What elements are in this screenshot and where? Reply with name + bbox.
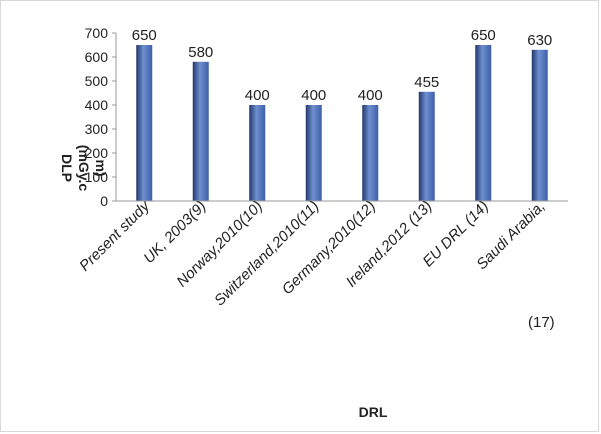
bar-value-label: 630 <box>527 32 552 49</box>
bar-value-label: 650 <box>471 27 496 44</box>
x-tick-label: Switzerland,2010(11) <box>211 198 322 309</box>
y-axis-title-line: m) <box>93 159 109 176</box>
bar <box>249 105 266 201</box>
bar <box>531 49 548 201</box>
bar-value-label: 455 <box>414 74 439 91</box>
x-tick-label: Present study <box>76 197 154 275</box>
y-axis: 0 100 200 300 400 500 600 700 <box>85 25 117 209</box>
bar-value-label: 580 <box>188 44 213 61</box>
y-axis-title: DLP (mGy.c m) <box>59 145 109 192</box>
value-labels-group: 650 580 400 400 400 455 650 630 <box>132 27 553 104</box>
bar <box>305 105 322 201</box>
y-tick-label: 400 <box>85 97 109 113</box>
y-axis-title-line: DLP <box>59 154 75 182</box>
y-tick-label: 700 <box>85 25 109 41</box>
x-axis-title: DRL <box>359 404 388 420</box>
y-tick-label: 600 <box>85 49 109 65</box>
y-tick-label: 500 <box>85 73 109 89</box>
bar-value-label: 400 <box>358 87 383 104</box>
bar-value-label: 400 <box>301 87 326 104</box>
y-tick-label: 300 <box>85 121 109 137</box>
y-tick-label: 200 <box>85 145 109 161</box>
x-tick-label: Germany,2010(12) <box>279 198 379 298</box>
bar <box>475 45 492 201</box>
bar <box>136 45 153 201</box>
bar-value-label: 400 <box>245 87 270 104</box>
bar <box>418 91 435 201</box>
bar-value-label: 650 <box>132 27 157 44</box>
y-tick-label: 100 <box>85 169 109 185</box>
bars-group <box>116 45 568 202</box>
y-tick-label: 0 <box>100 193 108 209</box>
bar <box>192 61 209 201</box>
tick-note-label: (17) <box>528 314 555 331</box>
bar <box>362 105 379 201</box>
y-axis-title-line: (mGy.c <box>76 145 92 192</box>
